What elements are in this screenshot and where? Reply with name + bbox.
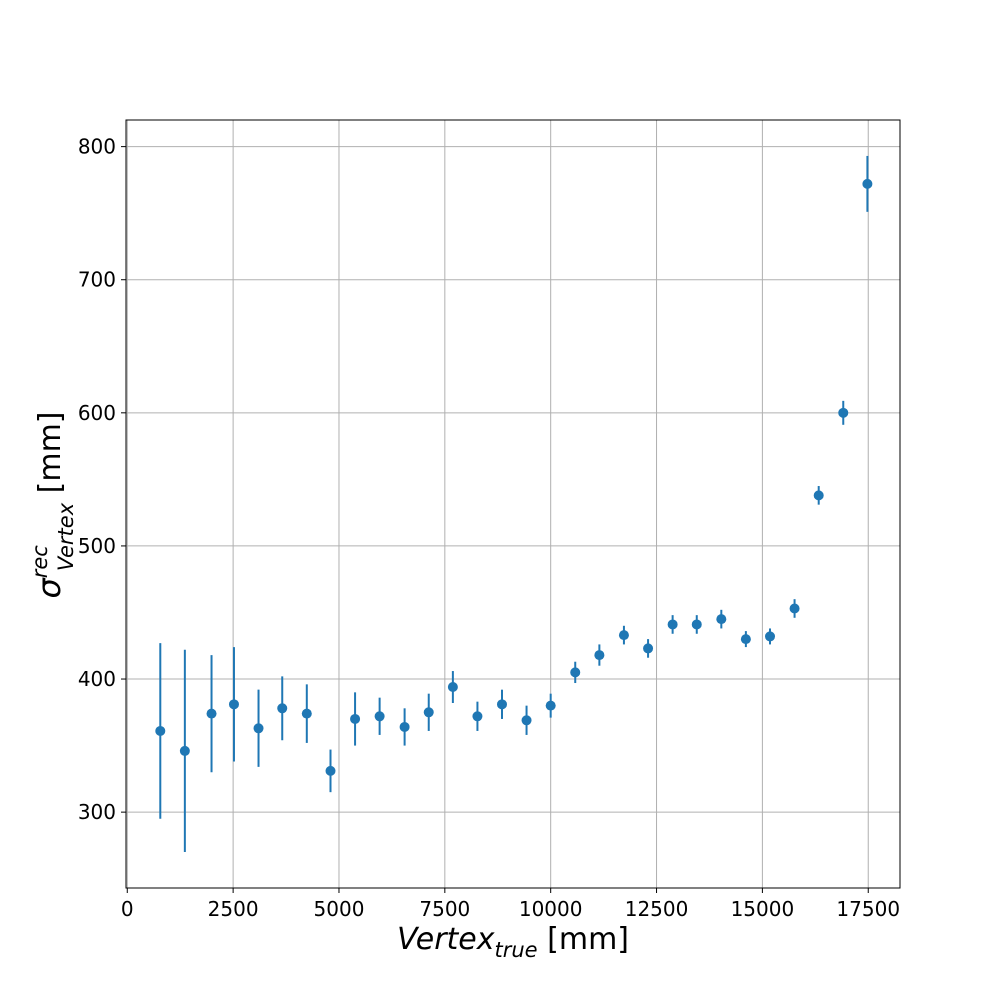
data-point xyxy=(179,745,190,756)
data-point xyxy=(253,723,264,734)
data-point xyxy=(813,490,824,501)
data-point xyxy=(206,708,217,719)
axis-ticks: 0 2500 5000 7500 10000 12500 15000 17500 300 400 5… xyxy=(78,135,900,921)
data-point xyxy=(228,699,239,710)
x-tick-label: 7500 xyxy=(419,897,470,921)
data-point xyxy=(789,603,800,614)
data-point xyxy=(691,619,702,630)
x-tick-label: 2500 xyxy=(208,897,259,921)
data-point xyxy=(740,634,751,645)
plot-frame xyxy=(125,119,901,889)
data-point xyxy=(570,667,581,678)
y-axis-label: σrecVertex [mm] xyxy=(28,411,78,598)
data-point xyxy=(545,700,556,711)
data-point xyxy=(496,699,507,710)
y-tick-label: 700 xyxy=(78,268,116,292)
data-point xyxy=(301,708,312,719)
data-point xyxy=(155,725,166,736)
data-point xyxy=(374,711,385,722)
data-point xyxy=(667,619,678,630)
y-tick-label: 800 xyxy=(78,135,116,159)
data-point xyxy=(521,715,532,726)
grid-lines xyxy=(126,120,900,888)
data-point xyxy=(838,407,849,418)
data-point xyxy=(447,682,458,693)
y-tick-label: 300 xyxy=(78,800,116,824)
data-point xyxy=(765,631,776,642)
data-point xyxy=(618,630,629,641)
data-point xyxy=(862,178,873,189)
data-point xyxy=(350,713,361,724)
y-tick-label: 400 xyxy=(78,667,116,691)
y-tick-label: 500 xyxy=(78,534,116,558)
x-tick-label: 15000 xyxy=(731,897,795,921)
data-point xyxy=(472,711,483,722)
data-points xyxy=(155,155,873,853)
data-point xyxy=(277,703,288,714)
x-tick-label: 12500 xyxy=(625,897,689,921)
y-tick-label: 600 xyxy=(78,401,116,425)
data-point xyxy=(643,643,654,654)
x-axis-label: Vertextrue [mm] xyxy=(397,922,629,962)
x-tick-label: 10000 xyxy=(519,897,583,921)
x-tick-label: 5000 xyxy=(314,897,365,921)
data-point xyxy=(716,614,727,625)
x-tick-label: 0 xyxy=(121,897,134,921)
data-point xyxy=(399,721,410,732)
data-point xyxy=(594,650,605,661)
data-point xyxy=(423,707,434,718)
data-point xyxy=(325,765,336,776)
x-tick-label: 17500 xyxy=(836,897,900,921)
